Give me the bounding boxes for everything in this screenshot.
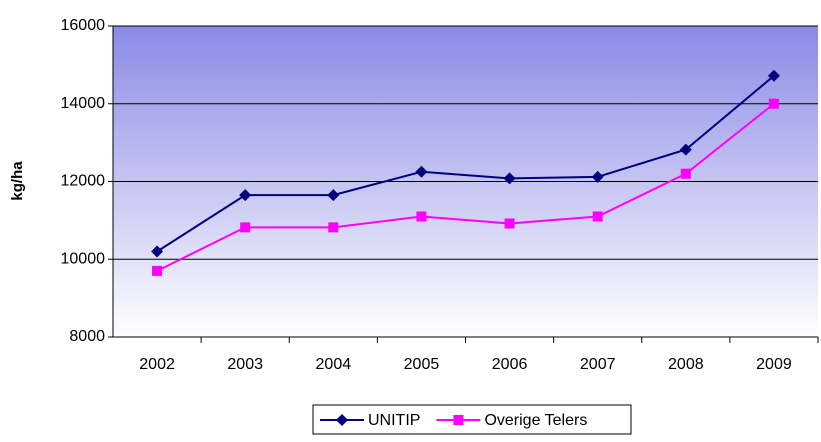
- x-tick-label: 2008: [668, 356, 704, 373]
- y-tick-label: 16000: [61, 17, 106, 34]
- x-tick-label: 2005: [404, 356, 440, 373]
- series-line: [156, 74, 775, 253]
- y-tick-label: 12000: [61, 173, 106, 190]
- y-tick-label: 8000: [69, 328, 105, 345]
- x-tick-label: 2006: [492, 356, 528, 373]
- data-point: [240, 222, 251, 233]
- x-tick-label: 2007: [580, 356, 616, 373]
- x-tick-label: 2002: [139, 356, 175, 373]
- data-point: [151, 245, 164, 258]
- data-point: [767, 69, 780, 82]
- legend-label: UNITIP: [368, 412, 420, 429]
- data-point: [327, 189, 340, 202]
- data-point: [679, 143, 692, 156]
- x-tick-label: 2003: [227, 356, 263, 373]
- x-tick-label: 2009: [756, 356, 792, 373]
- legend-label: Overige Telers: [484, 412, 587, 429]
- y-axis-label: kg/ha: [9, 161, 26, 201]
- data-point: [591, 170, 604, 183]
- y-tick-label: 10000: [61, 250, 106, 267]
- data-point: [592, 211, 603, 222]
- data-point: [504, 218, 515, 229]
- data-point: [152, 265, 163, 276]
- data-point: [239, 189, 252, 202]
- data-point: [328, 222, 339, 233]
- data-point: [503, 172, 516, 185]
- data-point: [416, 211, 427, 222]
- x-tick-label: 2004: [316, 356, 352, 373]
- legend-marker: [453, 415, 464, 425]
- legend-marker: [336, 414, 348, 426]
- y-tick-label: 14000: [61, 95, 106, 112]
- data-point: [680, 168, 691, 179]
- data-point: [768, 98, 779, 109]
- data-point: [415, 165, 428, 178]
- series-line: [156, 102, 775, 272]
